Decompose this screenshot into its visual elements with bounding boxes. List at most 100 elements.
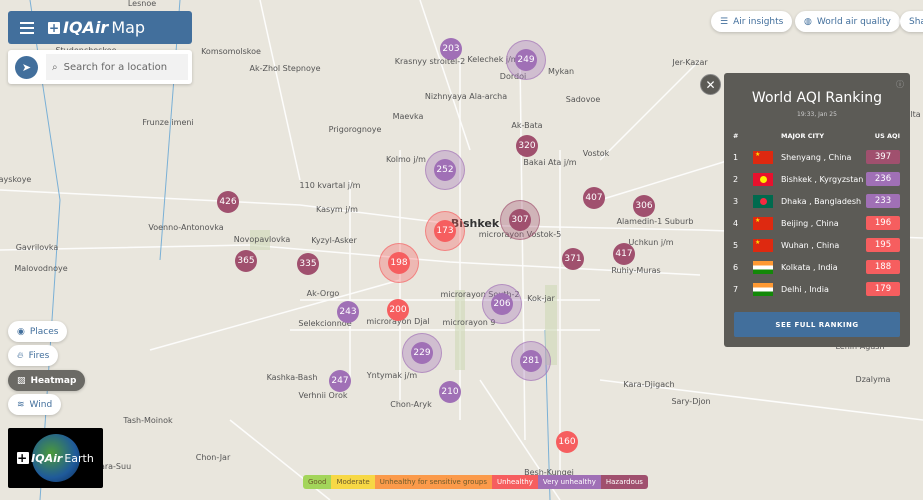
place-label: Selekcionnoe <box>298 319 352 328</box>
station-marker[interactable]: 426 <box>217 191 239 213</box>
legend-very_unhealthy: Very unhealthy <box>537 475 601 489</box>
rank: 4 <box>733 218 739 228</box>
place-label: Komsomolskoe <box>201 47 261 56</box>
flag-china-icon: ★ <box>753 216 773 230</box>
ranking-row[interactable]: 3 Dhaka , Bangladesh 233 <box>733 190 900 212</box>
place-label: Alamedin-1 Suburb <box>616 217 694 226</box>
layer-wind-button[interactable]: ≋ Wind <box>8 394 62 415</box>
station-marker[interactable]: 229 <box>402 333 442 373</box>
pin-icon: ◉ <box>17 326 25 337</box>
ranking-row[interactable]: 7 Delhi , India 179 <box>733 278 900 300</box>
aqi-value: 306 <box>633 195 655 217</box>
flag-china-icon: ★ <box>753 238 773 252</box>
flag-india-icon <box>753 260 773 274</box>
station-marker[interactable]: 173 <box>425 211 465 251</box>
station-marker[interactable]: 371 <box>562 248 584 270</box>
ranking-row[interactable]: 1 ★ Shenyang , China 397 <box>733 146 900 168</box>
search-input[interactable]: ⌕ Search for a location <box>46 54 188 80</box>
legend-hazardous: Hazardous <box>600 475 648 489</box>
place-label: Dordoi <box>499 72 527 81</box>
place-label: microrayon Djal <box>366 317 430 326</box>
station-marker[interactable]: 243 <box>337 301 359 323</box>
station-marker[interactable]: 306 <box>633 195 655 217</box>
place-label: Besh-Kungei <box>524 468 574 477</box>
aqi-value: 307 <box>509 209 531 231</box>
aqi-badge: 236 <box>866 172 900 186</box>
station-marker[interactable]: 247 <box>329 370 351 392</box>
aqi-value: 160 <box>556 431 578 453</box>
ranking-row[interactable]: 4 ★ Beijing , China 196 <box>733 212 900 234</box>
place-label: Nizhnyaya Ala-archa <box>424 92 508 101</box>
aqi-value: 371 <box>562 248 584 270</box>
aqi-value: 247 <box>329 370 351 392</box>
place-label: Dzalyma <box>855 375 891 384</box>
aqi-value: 281 <box>520 350 542 372</box>
aqi-value: 210 <box>439 381 461 403</box>
place-label: Vostok <box>582 149 610 158</box>
aqi-badge: 195 <box>866 238 900 252</box>
layer-places-button[interactable]: ◉ Places <box>8 321 68 342</box>
world-air-quality-button[interactable]: ◍ World air quality <box>795 11 900 32</box>
city-name: Kolkata , India <box>781 262 838 272</box>
flag-india-icon <box>753 282 773 296</box>
place-label: Kyzyl-Asker <box>311 236 357 245</box>
place-label: Chon-Jar <box>195 453 231 462</box>
legend-usg: Unhealthy for sensitive groups <box>374 475 492 489</box>
ranking-row[interactable]: 6 Kolkata , India 188 <box>733 256 900 278</box>
aqi-value: 229 <box>411 342 433 364</box>
aqi-badge: 179 <box>866 282 900 296</box>
world-aqi-ranking-panel: ⓘ World AQI Ranking 19:33, Jan 25 # MAJOR… <box>724 73 910 347</box>
place-label: Kara-Suu <box>94 462 132 471</box>
ranking-row[interactable]: 2 Bishkek , Kyrgyzstan 236 <box>733 168 900 190</box>
see-full-ranking-button[interactable]: SEE FULL RANKING <box>734 312 900 337</box>
station-marker[interactable]: 417 <box>613 243 635 265</box>
share-button[interactable]: Sha <box>900 11 923 32</box>
place-label: Ruhiy-Muras <box>611 266 661 275</box>
place-label: 110 kvartal j/m <box>299 181 361 190</box>
station-marker[interactable]: 249 <box>506 40 546 80</box>
station-marker[interactable]: 365 <box>235 250 257 272</box>
station-marker[interactable]: 307 <box>500 200 540 240</box>
place-label: Mykan <box>547 67 575 76</box>
layer-heatmap-button[interactable]: ▨ Heatmap <box>8 370 86 391</box>
close-ranking-button[interactable]: ✕ <box>700 74 721 95</box>
aqi-value: 173 <box>434 220 456 242</box>
logo: + IQAir Map <box>48 18 146 37</box>
station-marker[interactable]: 320 <box>516 135 538 157</box>
station-marker[interactable]: 206 <box>482 284 522 324</box>
iqair-earth-link[interactable]: + IQAir Earth <box>8 428 103 488</box>
place-label: Lesnoe <box>127 0 157 8</box>
aqi-value: 206 <box>491 293 513 315</box>
rank: 5 <box>733 240 739 250</box>
place-label: Prigorognoye <box>328 125 382 134</box>
station-marker[interactable]: 335 <box>297 253 319 275</box>
place-label: Sary-Djon <box>671 397 711 406</box>
station-marker[interactable]: 210 <box>439 381 461 403</box>
station-marker[interactable]: 160 <box>556 431 578 453</box>
air-insights-button[interactable]: ☰ Air insights <box>711 11 793 32</box>
city-name: Dhaka , Bangladesh <box>781 196 862 206</box>
locate-me-button[interactable]: ➤ <box>15 55 38 79</box>
rank: 2 <box>733 174 739 184</box>
ranking-title: World AQI Ranking <box>751 90 883 106</box>
aqi-legend: Good Moderate Unhealthy for sensitive grou… <box>303 475 648 489</box>
place-label: Kok-jar <box>527 294 555 303</box>
info-icon[interactable]: ⓘ <box>896 80 904 89</box>
station-marker[interactable]: 198 <box>379 243 419 283</box>
place-label: Kelechek j/m <box>467 55 519 64</box>
place-label: Novopavlovka <box>233 235 291 244</box>
station-marker[interactable]: 203 <box>440 38 462 60</box>
station-marker[interactable]: 407 <box>583 187 605 209</box>
station-marker[interactable]: 281 <box>511 341 551 381</box>
station-marker[interactable]: 252 <box>425 150 465 190</box>
layer-fires-button[interactable]: 🔥︎ Fires <box>8 345 59 366</box>
aqi-value: 252 <box>434 159 456 181</box>
menu-icon[interactable] <box>20 21 34 34</box>
place-label: Ak-Orgo <box>306 289 340 298</box>
station-marker[interactable]: 200 <box>387 299 409 321</box>
place-label: Ak-Zhol Stepnoye <box>249 64 321 73</box>
ranking-row[interactable]: 5 ★ Wuhan , China 195 <box>733 234 900 256</box>
place-label: microrayon South-2 <box>440 290 520 299</box>
place-label: Frunze imeni <box>142 118 194 127</box>
